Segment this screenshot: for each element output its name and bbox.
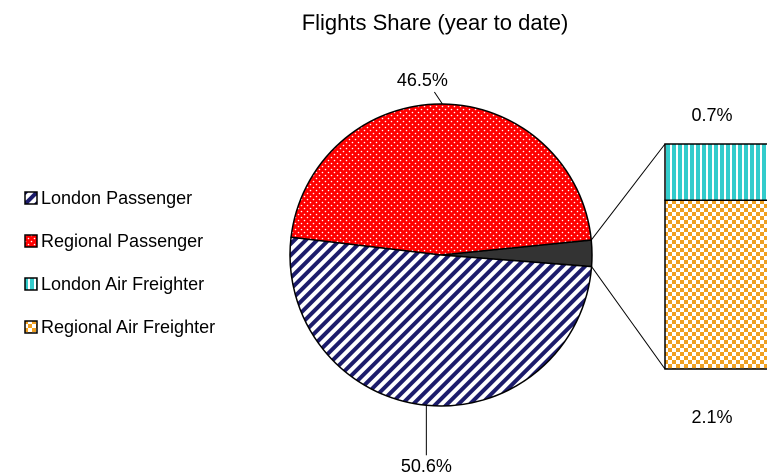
connector-line <box>591 266 666 370</box>
data-label: 46.5% <box>397 70 448 90</box>
legend-swatch <box>24 320 38 334</box>
pie-slice <box>289 236 593 407</box>
legend-swatch <box>24 234 38 248</box>
chart-title: Flights Share (year to date) <box>302 10 569 35</box>
connector-line <box>590 143 666 241</box>
bar-segment <box>664 199 767 370</box>
legend-label: London Passenger <box>41 188 192 208</box>
bar-segment <box>664 143 767 201</box>
data-label: 2.1% <box>691 407 732 427</box>
legend-label: Regional Air Freighter <box>41 317 215 337</box>
legend-label: Regional Passenger <box>41 231 203 251</box>
legend-swatch <box>24 277 38 291</box>
pie-slice <box>290 103 593 256</box>
leader-line <box>433 91 443 105</box>
legend-label: London Air Freighter <box>41 274 204 294</box>
legend-swatch <box>24 191 38 205</box>
data-label: 0.7% <box>691 105 732 125</box>
data-label: 50.6% <box>401 456 452 476</box>
